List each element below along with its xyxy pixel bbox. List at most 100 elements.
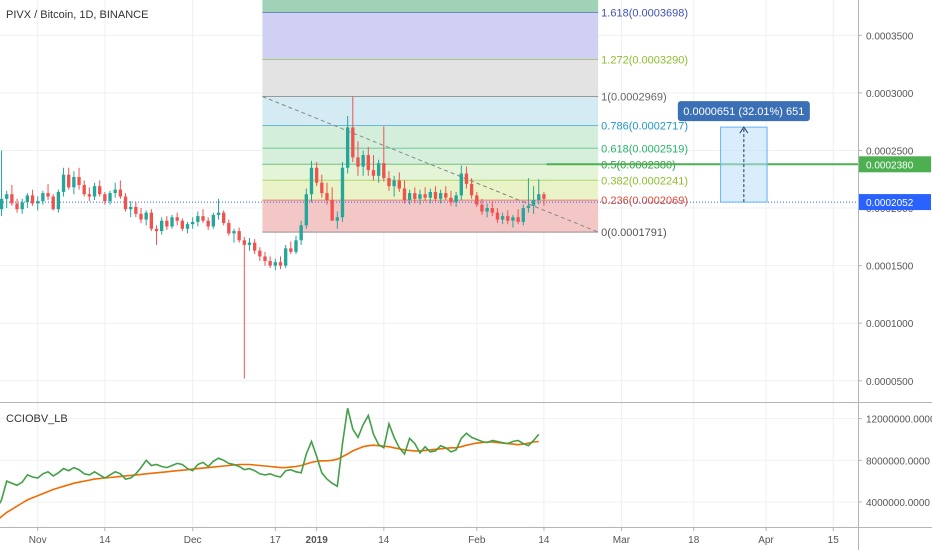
indicator-title: CCIOBV_LB bbox=[6, 413, 68, 425]
candle-body bbox=[351, 127, 355, 158]
x-tick-label: Nov bbox=[29, 535, 47, 546]
candle-body bbox=[196, 216, 200, 222]
fib-trend-line bbox=[262, 96, 599, 233]
candle-body bbox=[185, 224, 190, 229]
candle-body bbox=[258, 250, 262, 257]
candle-body bbox=[170, 217, 174, 227]
fib-level-label: 1(0.0002969) bbox=[601, 91, 666, 103]
x-tick-label: 15 bbox=[828, 535, 840, 546]
y-tick-label: 0.0000500 bbox=[866, 377, 914, 388]
indicator-lines bbox=[0, 408, 540, 519]
candle-body bbox=[129, 206, 133, 210]
candle-body bbox=[387, 178, 391, 187]
candle-body bbox=[41, 193, 45, 202]
candle-body bbox=[454, 195, 458, 203]
candle-body bbox=[92, 186, 97, 197]
candle-body bbox=[325, 193, 329, 200]
candle-body bbox=[278, 262, 283, 266]
candle-body bbox=[263, 256, 267, 262]
candle-body bbox=[330, 200, 334, 221]
candle-body bbox=[366, 155, 370, 171]
candle-body bbox=[123, 196, 128, 210]
candle-body bbox=[82, 185, 86, 195]
fib-level-label: 1.272(0.0003290) bbox=[601, 55, 688, 67]
candle-body bbox=[242, 240, 247, 245]
candle-body bbox=[56, 191, 61, 210]
candle-body bbox=[273, 262, 278, 266]
candle-body bbox=[531, 200, 536, 206]
candle-body bbox=[72, 176, 76, 188]
indicator-y-tick-label: 12000000.0000 bbox=[866, 415, 932, 426]
x-tick-label: 14 bbox=[378, 535, 390, 546]
measure-tool: 0.0000651 (32.01%) 651 bbox=[677, 101, 810, 203]
candle-body bbox=[309, 167, 314, 195]
candle-body bbox=[175, 217, 179, 221]
candle-body bbox=[438, 193, 443, 199]
candle-body bbox=[201, 216, 205, 221]
x-tick-label: 14 bbox=[99, 535, 111, 546]
candle-body bbox=[289, 248, 293, 252]
candle-body bbox=[20, 202, 24, 210]
candle-body bbox=[247, 242, 252, 245]
measure-arrowhead bbox=[739, 126, 749, 134]
indicator-y-tick-label: 8000000.0000 bbox=[866, 456, 930, 467]
price-badge-label: 0.0002380 bbox=[866, 160, 914, 171]
fib-zone bbox=[262, 59, 599, 97]
candle-body bbox=[304, 194, 308, 226]
candle-body bbox=[526, 205, 531, 209]
candle-body bbox=[459, 173, 463, 196]
candle-body bbox=[490, 208, 494, 213]
candle-body bbox=[98, 186, 102, 195]
candle-body bbox=[283, 248, 288, 266]
candle-body bbox=[506, 216, 510, 221]
candle-body bbox=[154, 228, 159, 232]
y-tick-label: 0.0001000 bbox=[866, 319, 914, 330]
candle-body bbox=[216, 212, 221, 215]
candle-body bbox=[407, 193, 412, 200]
candle-body bbox=[392, 180, 396, 187]
candle-body bbox=[237, 231, 241, 241]
candle-body bbox=[61, 174, 66, 192]
candle-body bbox=[10, 194, 14, 204]
candle-body bbox=[382, 163, 386, 179]
x-tick-label: 2019 bbox=[306, 535, 329, 546]
fib-level-label: 0.786(0.0002717) bbox=[601, 121, 688, 133]
x-tick-label: Dec bbox=[184, 535, 202, 546]
candle-body bbox=[15, 203, 19, 210]
x-tick-label: 18 bbox=[688, 535, 700, 546]
y-tick-label: 0.0003000 bbox=[866, 89, 914, 100]
candle-body bbox=[206, 220, 210, 227]
candle-body bbox=[180, 220, 185, 229]
candle-body bbox=[139, 213, 143, 220]
candle-body bbox=[542, 194, 546, 199]
fib-zone bbox=[262, 96, 599, 126]
fib-zone bbox=[262, 148, 599, 165]
candle-body bbox=[428, 191, 432, 198]
candle-body bbox=[268, 261, 272, 266]
candle-body bbox=[469, 183, 474, 196]
price-badge-label: 0.0002052 bbox=[866, 198, 914, 209]
x-tick-label: 17 bbox=[270, 535, 282, 546]
candle-body bbox=[190, 221, 195, 225]
candle-body bbox=[537, 194, 541, 200]
candle-body bbox=[500, 216, 505, 220]
x-tick-label: Mar bbox=[613, 535, 631, 546]
candle-body bbox=[87, 194, 92, 197]
candle-body bbox=[149, 212, 154, 229]
fib-level-label: 0.618(0.0002519) bbox=[601, 143, 688, 155]
candle-body bbox=[294, 240, 298, 252]
chart-title: PIVX / Bitcoin, 1D, BINANCE bbox=[6, 9, 148, 21]
candle-body bbox=[413, 193, 417, 199]
indicator-y-tick-label: 4000000.0000 bbox=[866, 498, 930, 509]
candle-body bbox=[511, 217, 515, 221]
candle-body bbox=[495, 212, 500, 220]
candle-body bbox=[464, 173, 469, 184]
candle-body bbox=[36, 201, 40, 204]
fib-zone bbox=[262, 200, 599, 233]
fib-level-label: 0(0.0001791) bbox=[601, 227, 666, 239]
fib-zone bbox=[262, 125, 599, 149]
fib-zone bbox=[262, 164, 599, 181]
fib-zone-top bbox=[262, 0, 599, 13]
candle-body bbox=[371, 170, 376, 176]
